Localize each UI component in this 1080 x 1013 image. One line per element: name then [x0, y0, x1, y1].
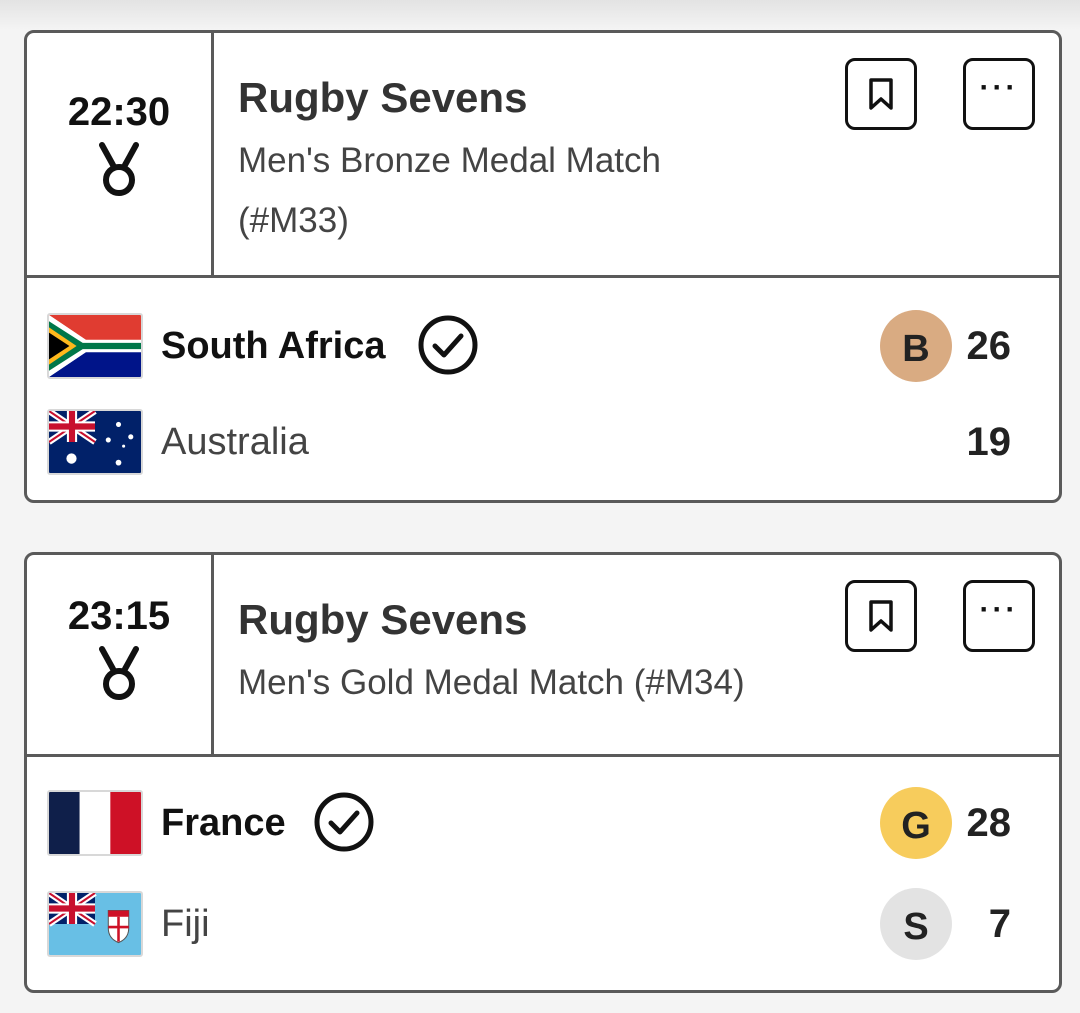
team-name: Fiji: [161, 903, 210, 945]
gold-medal-badge: G: [880, 787, 952, 859]
match-time: 23:15: [67, 594, 171, 638]
bookmark-button[interactable]: [845, 580, 917, 652]
more-options-button[interactable]: ···: [963, 58, 1035, 130]
team-row: Australia 19: [27, 409, 1059, 475]
time-column: 23:15: [27, 555, 214, 754]
team-row: South Africa B 26: [27, 310, 1059, 382]
fiji-flag: [47, 891, 143, 957]
event-name: Men's Gold Medal Match (#M34): [238, 663, 745, 702]
match-card-m33[interactable]: 22:30 Rugby Sevens Men's Bronze Medal Ma…: [24, 30, 1062, 503]
sport-title: Rugby Sevens: [238, 74, 528, 121]
france-flag: [47, 790, 143, 856]
event-info: Rugby Sevens Men's Gold Medal Match (#M3…: [214, 555, 1059, 754]
match-header: 23:15 Rugby Sevens Men's Gold Medal Matc…: [27, 555, 1059, 757]
team-name: Australia: [161, 421, 309, 463]
bronze-medal-badge: B: [880, 310, 952, 382]
checkmark-circle-icon: [314, 792, 374, 852]
match-header: 22:30 Rugby Sevens Men's Bronze Medal Ma…: [27, 33, 1059, 278]
sport-title: Rugby Sevens: [238, 596, 528, 643]
south-africa-flag: [47, 313, 143, 379]
bookmark-icon: [869, 600, 893, 632]
medal-icon: [99, 646, 139, 700]
match-card-m34[interactable]: 23:15 Rugby Sevens Men's Gold Medal Matc…: [24, 552, 1062, 993]
checkmark-circle-icon: [418, 315, 478, 375]
team-score: 28: [966, 801, 1012, 845]
more-options-icon: ···: [979, 71, 1019, 104]
more-options-icon: ···: [979, 593, 1019, 626]
team-name: South Africa: [161, 325, 386, 367]
team-row: Fiji S 7: [27, 888, 1059, 960]
event-info: Rugby Sevens Men's Bronze Medal Match (#…: [214, 33, 1059, 275]
bookmark-icon: [869, 78, 893, 110]
team-score: 7: [988, 902, 1011, 946]
team-score: 26: [966, 324, 1012, 368]
event-name: Men's Bronze Medal Match (#M33): [238, 141, 661, 240]
australia-flag: [47, 409, 143, 475]
top-shadow: [0, 0, 1080, 30]
time-column: 22:30: [27, 33, 214, 275]
silver-medal-badge: S: [880, 888, 952, 960]
team-name: France: [161, 802, 286, 844]
more-options-button[interactable]: ···: [963, 580, 1035, 652]
match-time: 22:30: [67, 90, 171, 134]
team-score: 19: [966, 420, 1012, 464]
medal-icon: [99, 142, 139, 196]
bookmark-button[interactable]: [845, 58, 917, 130]
team-row: France G 28: [27, 787, 1059, 859]
